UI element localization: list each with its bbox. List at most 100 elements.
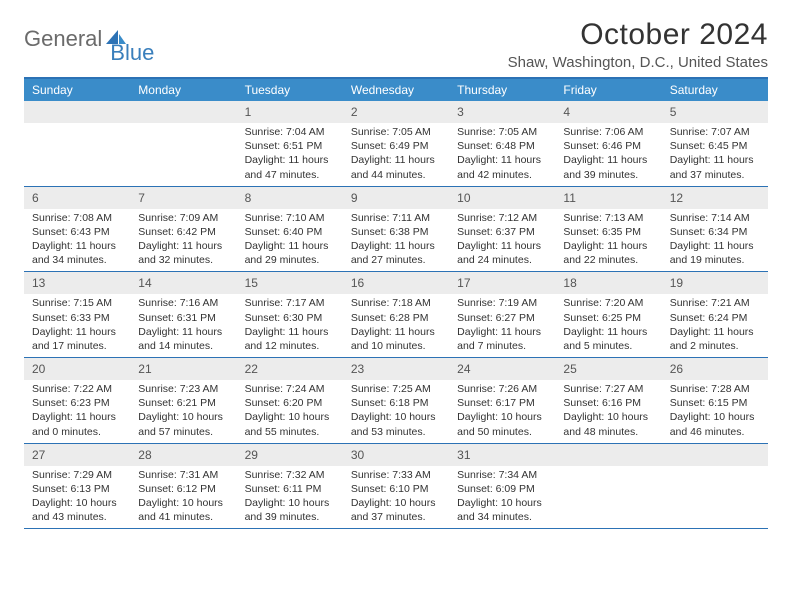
day-number: 9 (351, 191, 358, 205)
day-cell: 4Sunrise: 7:06 AMSunset: 6:46 PMDaylight… (555, 101, 661, 186)
day-data: Sunrise: 7:28 AMSunset: 6:15 PMDaylight:… (662, 380, 768, 443)
day-data: Sunrise: 7:05 AMSunset: 6:48 PMDaylight:… (449, 123, 555, 186)
day-number: 23 (351, 362, 364, 376)
day-number: 17 (457, 276, 470, 290)
daylight-text: Daylight: 10 hours and 34 minutes. (457, 496, 547, 524)
day-number-row: 28 (130, 444, 236, 466)
daylight-text: Daylight: 11 hours and 0 minutes. (32, 410, 122, 438)
day-number-row: 12 (662, 187, 768, 209)
day-cell: 2Sunrise: 7:05 AMSunset: 6:49 PMDaylight… (343, 101, 449, 186)
day-cell: 10Sunrise: 7:12 AMSunset: 6:37 PMDayligh… (449, 187, 555, 272)
sunrise-text: Sunrise: 7:11 AM (351, 211, 441, 225)
day-data: Sunrise: 7:13 AMSunset: 6:35 PMDaylight:… (555, 209, 661, 272)
day-number-row (130, 101, 236, 123)
day-data: Sunrise: 7:22 AMSunset: 6:23 PMDaylight:… (24, 380, 130, 443)
day-number: 21 (138, 362, 151, 376)
day-number-row: 5 (662, 101, 768, 123)
sunset-text: Sunset: 6:43 PM (32, 225, 122, 239)
sunrise-text: Sunrise: 7:18 AM (351, 296, 441, 310)
week-row: 1Sunrise: 7:04 AMSunset: 6:51 PMDaylight… (24, 101, 768, 187)
sunset-text: Sunset: 6:20 PM (245, 396, 335, 410)
day-number-row: 9 (343, 187, 449, 209)
sunrise-text: Sunrise: 7:08 AM (32, 211, 122, 225)
week-row: 6Sunrise: 7:08 AMSunset: 6:43 PMDaylight… (24, 187, 768, 273)
day-number-row: 4 (555, 101, 661, 123)
day-data: Sunrise: 7:04 AMSunset: 6:51 PMDaylight:… (237, 123, 343, 186)
day-number-row: 27 (24, 444, 130, 466)
day-number: 14 (138, 276, 151, 290)
sunset-text: Sunset: 6:38 PM (351, 225, 441, 239)
day-number-row: 10 (449, 187, 555, 209)
daylight-text: Daylight: 11 hours and 27 minutes. (351, 239, 441, 267)
day-cell: 27Sunrise: 7:29 AMSunset: 6:13 PMDayligh… (24, 444, 130, 529)
day-cell: 1Sunrise: 7:04 AMSunset: 6:51 PMDaylight… (237, 101, 343, 186)
day-data: Sunrise: 7:14 AMSunset: 6:34 PMDaylight:… (662, 209, 768, 272)
day-number-row: 21 (130, 358, 236, 380)
sunset-text: Sunset: 6:18 PM (351, 396, 441, 410)
day-cell: 29 Sunrise: 7:32 AMSunset: 6:11 PMDayligh… (237, 444, 343, 529)
day-number-row: 29 (237, 444, 343, 466)
sunset-text: Sunset: 6:45 PM (670, 139, 760, 153)
sunset-text: Sunset: 6:34 PM (670, 225, 760, 239)
day-cell: 24Sunrise: 7:26 AMSunset: 6:17 PMDayligh… (449, 358, 555, 443)
day-cell (130, 101, 236, 186)
daylight-text: Daylight: 10 hours and 41 minutes. (138, 496, 228, 524)
day-number-row: 23 (343, 358, 449, 380)
day-number-row: 25 (555, 358, 661, 380)
day-number-row (24, 101, 130, 123)
day-data: Sunrise: 7:24 AMSunset: 6:20 PMDaylight:… (237, 380, 343, 443)
dow-friday: Friday (555, 79, 661, 101)
sunrise-text: Sunrise: 7:15 AM (32, 296, 122, 310)
day-cell: 3Sunrise: 7:05 AMSunset: 6:48 PMDaylight… (449, 101, 555, 186)
daylight-text: Daylight: 10 hours and 53 minutes. (351, 410, 441, 438)
page-title: October 2024 (508, 18, 768, 52)
sunrise-text: Sunrise: 7:26 AM (457, 382, 547, 396)
day-data: Sunrise: 7:07 AMSunset: 6:45 PMDaylight:… (662, 123, 768, 186)
daylight-text: Daylight: 10 hours and 50 minutes. (457, 410, 547, 438)
day-number: 15 (245, 276, 258, 290)
dow-thursday: Thursday (449, 79, 555, 101)
sunrise-text: Sunrise: 7:10 AM (245, 211, 335, 225)
sunset-text: Sunset: 6:11 PM (245, 482, 335, 496)
sunset-text: Sunset: 6:17 PM (457, 396, 547, 410)
sunrise-text: Sunrise: 7:24 AM (245, 382, 335, 396)
daylight-text: Daylight: 10 hours and 39 minutes. (245, 496, 335, 524)
day-data: Sunrise: 7:23 AMSunset: 6:21 PMDaylight:… (130, 380, 236, 443)
day-number: 20 (32, 362, 45, 376)
day-data: Sunrise: 7:15 AMSunset: 6:33 PMDaylight:… (24, 294, 130, 357)
sunset-text: Sunset: 6:25 PM (563, 311, 653, 325)
day-cell: 20 Sunrise: 7:22 AMSunset: 6:23 PMDayligh… (24, 358, 130, 443)
day-cell: 26 Sunrise: 7:28 AMSunset: 6:15 PMDayligh… (662, 358, 768, 443)
weeks-container: 1Sunrise: 7:04 AMSunset: 6:51 PMDaylight… (24, 101, 768, 529)
sunrise-text: Sunrise: 7:32 AM (245, 468, 335, 482)
day-cell: 6Sunrise: 7:08 AMSunset: 6:43 PMDaylight… (24, 187, 130, 272)
day-data: Sunrise: 7:33 AMSunset: 6:10 PMDaylight:… (343, 466, 449, 529)
sunrise-text: Sunrise: 7:14 AM (670, 211, 760, 225)
day-cell (555, 444, 661, 529)
day-number: 26 (670, 362, 683, 376)
sunset-text: Sunset: 6:09 PM (457, 482, 547, 496)
day-data: Sunrise: 7:31 AMSunset: 6:12 PMDaylight:… (130, 466, 236, 529)
day-number-row: 1 (237, 101, 343, 123)
day-data: Sunrise: 7:25 AMSunset: 6:18 PMDaylight:… (343, 380, 449, 443)
day-number: 2 (351, 105, 358, 119)
logo-text-blue: Blue (110, 40, 154, 66)
day-number (563, 448, 566, 462)
sunrise-text: Sunrise: 7:05 AM (351, 125, 441, 139)
day-number-row: 31 (449, 444, 555, 466)
day-number-row: 17 (449, 272, 555, 294)
daylight-text: Daylight: 11 hours and 17 minutes. (32, 325, 122, 353)
sunset-text: Sunset: 6:30 PM (245, 311, 335, 325)
daylight-text: Daylight: 11 hours and 22 minutes. (563, 239, 653, 267)
day-cell: 30Sunrise: 7:33 AMSunset: 6:10 PMDayligh… (343, 444, 449, 529)
header: General Blue October 2024 Shaw, Washingt… (24, 18, 768, 71)
daylight-text: Daylight: 11 hours and 5 minutes. (563, 325, 653, 353)
sunset-text: Sunset: 6:28 PM (351, 311, 441, 325)
sunrise-text: Sunrise: 7:27 AM (563, 382, 653, 396)
day-number-row: 8 (237, 187, 343, 209)
daylight-text: Daylight: 11 hours and 2 minutes. (670, 325, 760, 353)
daylight-text: Daylight: 11 hours and 10 minutes. (351, 325, 441, 353)
day-number: 16 (351, 276, 364, 290)
daylight-text: Daylight: 10 hours and 46 minutes. (670, 410, 760, 438)
sunset-text: Sunset: 6:51 PM (245, 139, 335, 153)
